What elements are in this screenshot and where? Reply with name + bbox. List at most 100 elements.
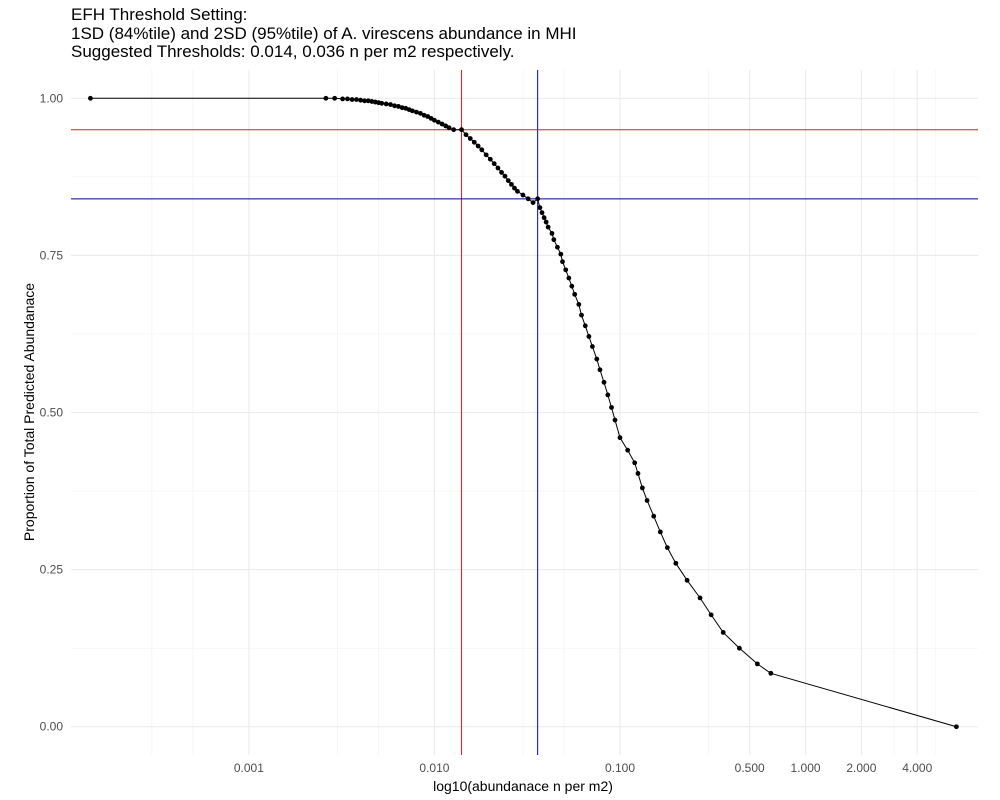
data-series bbox=[88, 95, 959, 730]
data-point bbox=[720, 630, 726, 635]
data-point bbox=[572, 291, 578, 297]
data-point bbox=[555, 244, 560, 250]
data-point bbox=[435, 119, 441, 125]
data-point bbox=[768, 670, 774, 676]
data-point bbox=[354, 97, 359, 102]
data-point bbox=[388, 102, 393, 107]
data-point bbox=[475, 143, 481, 149]
y-tick-label: 0.75 bbox=[40, 248, 64, 262]
data-point bbox=[625, 447, 631, 453]
x-tick-label: 1.000 bbox=[791, 761, 821, 775]
data-point bbox=[539, 210, 545, 216]
data-point bbox=[684, 577, 690, 583]
data-point bbox=[953, 724, 959, 730]
data-point bbox=[612, 417, 618, 423]
title-line-1: EFH Threshold Setting: bbox=[71, 5, 248, 24]
data-point bbox=[579, 312, 584, 318]
data-point bbox=[499, 170, 504, 175]
data-point bbox=[439, 121, 445, 127]
data-point bbox=[609, 405, 614, 410]
x-tick-label: 0.001 bbox=[234, 761, 264, 775]
data-point bbox=[358, 97, 363, 103]
data-point bbox=[383, 101, 389, 107]
data-point bbox=[708, 612, 714, 618]
data-point bbox=[576, 302, 582, 307]
y-axis-ticks: 0.00 0.25 0.50 0.75 1.00 bbox=[40, 91, 64, 733]
data-point bbox=[345, 96, 350, 102]
data-point bbox=[582, 323, 588, 329]
reference-lines bbox=[71, 70, 978, 755]
data-point bbox=[754, 661, 760, 667]
data-point bbox=[509, 181, 514, 187]
data-point bbox=[483, 152, 489, 158]
data-point bbox=[432, 117, 437, 123]
data-point bbox=[697, 595, 703, 601]
data-point bbox=[597, 367, 603, 373]
data-point bbox=[525, 196, 531, 202]
data-point bbox=[479, 147, 485, 153]
data-point bbox=[88, 95, 93, 101]
data-point bbox=[451, 127, 457, 133]
data-point bbox=[535, 196, 541, 202]
chart-title: EFH Threshold Setting: 1SD (84%tile) and… bbox=[71, 5, 577, 62]
y-axis-title: Proportion of Total Predicted Abundanace bbox=[21, 283, 37, 541]
data-point bbox=[566, 275, 572, 281]
data-point bbox=[512, 185, 517, 191]
x-axis-title: log10(abundanace n per m2) bbox=[433, 778, 613, 794]
data-point bbox=[657, 529, 663, 535]
data-point bbox=[520, 192, 526, 198]
data-point bbox=[396, 104, 401, 109]
data-point bbox=[459, 127, 464, 133]
data-point bbox=[515, 188, 520, 194]
data-point bbox=[651, 513, 657, 519]
data-point bbox=[323, 95, 329, 101]
y-tick-label: 1.00 bbox=[40, 91, 64, 105]
data-point bbox=[471, 139, 477, 145]
data-point bbox=[635, 471, 641, 476]
data-point bbox=[505, 178, 511, 184]
data-point bbox=[392, 103, 397, 109]
data-point bbox=[332, 95, 338, 101]
data-point bbox=[446, 125, 452, 131]
x-tick-label: 0.500 bbox=[735, 761, 765, 775]
data-point bbox=[545, 224, 551, 230]
data-point bbox=[601, 379, 607, 385]
y-tick-label: 0.00 bbox=[40, 720, 64, 734]
data-point bbox=[365, 98, 371, 104]
data-point bbox=[362, 98, 367, 104]
data-point bbox=[543, 219, 549, 225]
x-tick-label: 0.010 bbox=[419, 761, 449, 775]
data-point bbox=[589, 344, 595, 349]
data-point bbox=[340, 96, 346, 102]
data-point bbox=[537, 205, 543, 211]
data-point bbox=[409, 108, 415, 114]
data-point bbox=[549, 230, 555, 236]
data-point bbox=[639, 485, 645, 491]
data-point bbox=[560, 259, 565, 265]
x-axis-ticks: 0.001 0.010 0.100 0.500 1.000 2.000 4.000 bbox=[234, 761, 933, 775]
data-point bbox=[594, 356, 600, 362]
data-point bbox=[417, 110, 423, 116]
data-point bbox=[379, 100, 385, 106]
x-tick-label: 4.000 bbox=[902, 761, 932, 775]
grid-lines bbox=[71, 70, 978, 755]
data-point bbox=[502, 173, 508, 179]
data-point bbox=[541, 215, 547, 221]
data-point bbox=[736, 645, 742, 651]
data-point bbox=[644, 498, 650, 503]
data-point bbox=[563, 267, 569, 273]
data-point bbox=[558, 251, 564, 257]
title-line-2: 1SD (84%tile) and 2SD (95%tile) of A. vi… bbox=[71, 23, 577, 43]
data-point bbox=[414, 109, 419, 115]
data-point bbox=[487, 156, 493, 162]
data-point bbox=[569, 283, 575, 289]
data-point bbox=[463, 132, 469, 138]
title-line-3: Suggested Thresholds: 0.014, 0.036 n per… bbox=[71, 42, 515, 61]
data-point bbox=[349, 97, 355, 102]
y-tick-label: 0.50 bbox=[40, 406, 64, 420]
y-tick-label: 0.25 bbox=[40, 563, 64, 577]
data-point bbox=[467, 136, 473, 141]
data-point bbox=[491, 161, 497, 167]
data-point bbox=[495, 165, 501, 171]
